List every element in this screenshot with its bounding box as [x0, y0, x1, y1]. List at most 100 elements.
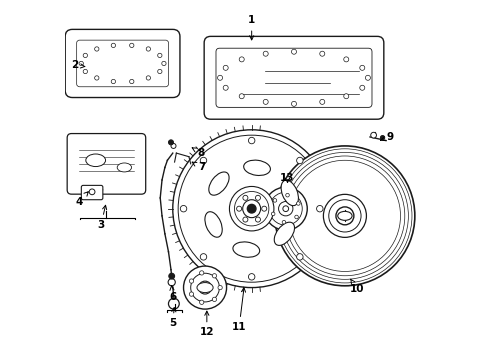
Text: 13: 13 [280, 173, 294, 183]
Circle shape [319, 99, 324, 104]
Circle shape [291, 49, 296, 54]
Ellipse shape [117, 163, 131, 172]
Text: 6: 6 [169, 286, 176, 302]
Circle shape [343, 94, 348, 99]
Circle shape [212, 297, 216, 302]
Circle shape [243, 195, 247, 200]
Circle shape [242, 200, 260, 218]
Text: 7: 7 [192, 162, 205, 172]
Text: 3: 3 [97, 205, 106, 230]
Ellipse shape [281, 180, 298, 206]
Circle shape [171, 143, 176, 148]
Circle shape [189, 292, 193, 296]
Circle shape [83, 53, 87, 58]
Circle shape [380, 135, 384, 140]
Circle shape [157, 53, 162, 58]
Circle shape [229, 186, 273, 231]
Circle shape [162, 61, 166, 66]
Circle shape [323, 194, 366, 237]
Circle shape [95, 47, 99, 51]
Circle shape [200, 157, 206, 164]
Circle shape [271, 212, 274, 216]
Circle shape [285, 156, 404, 276]
Circle shape [198, 281, 211, 294]
Circle shape [111, 79, 115, 84]
Circle shape [243, 217, 247, 222]
Text: 1: 1 [247, 15, 255, 40]
Circle shape [263, 99, 267, 104]
FancyBboxPatch shape [81, 185, 102, 200]
Circle shape [239, 94, 244, 99]
Circle shape [282, 206, 288, 212]
Circle shape [263, 51, 267, 56]
Circle shape [273, 199, 276, 202]
Circle shape [168, 140, 173, 145]
Circle shape [359, 85, 364, 90]
Circle shape [172, 130, 330, 288]
FancyBboxPatch shape [203, 36, 383, 119]
Ellipse shape [197, 283, 213, 293]
FancyBboxPatch shape [216, 48, 371, 107]
Text: 12: 12 [199, 311, 214, 337]
Circle shape [278, 202, 292, 216]
Circle shape [255, 217, 260, 222]
Circle shape [296, 254, 303, 260]
Circle shape [282, 220, 285, 224]
Circle shape [157, 69, 162, 74]
Circle shape [248, 137, 254, 144]
Circle shape [223, 85, 228, 90]
Text: 9: 9 [380, 132, 392, 142]
Circle shape [146, 76, 150, 80]
Circle shape [264, 187, 306, 230]
Circle shape [269, 192, 302, 225]
Text: 4: 4 [75, 192, 88, 207]
Circle shape [89, 189, 95, 195]
Text: 11: 11 [231, 288, 246, 332]
Ellipse shape [274, 222, 294, 246]
Circle shape [296, 202, 300, 205]
Circle shape [247, 204, 255, 213]
Circle shape [83, 69, 87, 74]
Circle shape [289, 160, 400, 271]
Circle shape [294, 215, 298, 219]
Circle shape [285, 193, 289, 197]
Ellipse shape [85, 154, 105, 167]
Circle shape [212, 274, 216, 278]
Circle shape [180, 206, 186, 212]
Circle shape [239, 57, 244, 62]
Circle shape [183, 266, 226, 309]
Circle shape [248, 274, 254, 280]
Circle shape [168, 279, 175, 286]
Circle shape [168, 273, 174, 279]
Circle shape [281, 152, 407, 279]
Circle shape [95, 76, 99, 80]
FancyBboxPatch shape [77, 40, 168, 87]
Circle shape [200, 254, 206, 260]
Ellipse shape [243, 160, 270, 175]
Circle shape [217, 75, 222, 80]
Circle shape [111, 43, 115, 48]
Circle shape [359, 65, 364, 70]
Circle shape [79, 61, 83, 66]
Text: 2: 2 [71, 60, 84, 70]
Circle shape [223, 65, 228, 70]
Ellipse shape [208, 172, 228, 195]
Circle shape [274, 146, 414, 286]
Circle shape [129, 79, 134, 84]
Circle shape [190, 273, 219, 302]
Circle shape [218, 285, 222, 290]
Circle shape [296, 157, 303, 164]
Circle shape [199, 300, 203, 305]
Circle shape [146, 47, 150, 51]
Circle shape [129, 43, 134, 48]
Text: 5: 5 [169, 307, 176, 328]
Text: 10: 10 [349, 279, 364, 294]
Circle shape [335, 207, 353, 225]
Circle shape [189, 279, 193, 283]
Circle shape [328, 200, 360, 232]
Circle shape [291, 102, 296, 106]
Circle shape [370, 132, 376, 138]
Circle shape [178, 135, 325, 282]
Circle shape [365, 75, 369, 80]
FancyBboxPatch shape [67, 134, 145, 194]
